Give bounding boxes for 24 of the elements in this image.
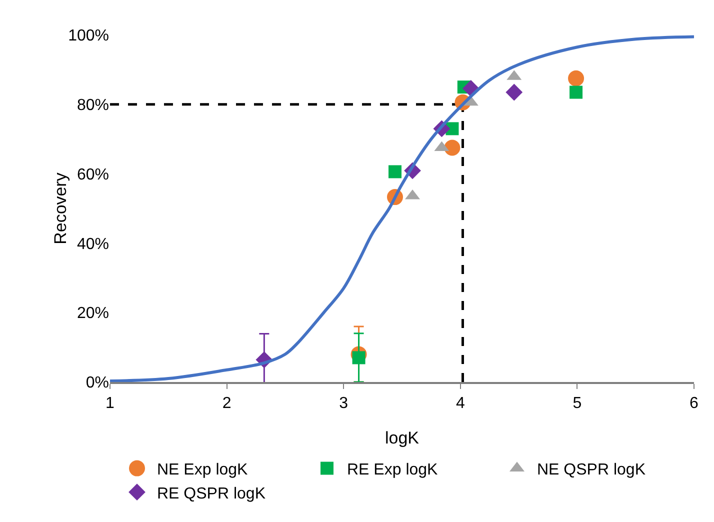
y-tick-label: 80% bbox=[76, 97, 109, 114]
point bbox=[352, 351, 366, 364]
y-tick-label: 20% bbox=[76, 305, 109, 322]
point bbox=[570, 86, 583, 99]
x-tick-label: 6 bbox=[690, 394, 699, 412]
y-tick-label: 100% bbox=[68, 28, 109, 45]
y-tick-label: 40% bbox=[76, 236, 109, 253]
x-tick-label: 4 bbox=[456, 394, 465, 412]
x-tick-label: 5 bbox=[572, 394, 582, 412]
point bbox=[506, 84, 523, 101]
x-tick-label: 1 bbox=[106, 394, 115, 412]
x-axis-title: logK bbox=[384, 428, 420, 448]
legend-label: NE Exp logK bbox=[157, 462, 248, 479]
legend-label: RE QSPR logK bbox=[157, 485, 266, 502]
x-tick-label: 2 bbox=[222, 394, 232, 412]
y-axis-title: Recovery bbox=[51, 172, 70, 244]
x-tick-label: 3 bbox=[339, 394, 348, 412]
legend-label: RE Exp logK bbox=[347, 462, 438, 479]
legend-label: NE QSPR logK bbox=[537, 462, 646, 479]
y-tick-label: 0% bbox=[86, 374, 109, 392]
point bbox=[568, 70, 584, 86]
point bbox=[388, 165, 402, 178]
y-tick-label: 60% bbox=[76, 166, 109, 184]
point bbox=[444, 140, 460, 156]
